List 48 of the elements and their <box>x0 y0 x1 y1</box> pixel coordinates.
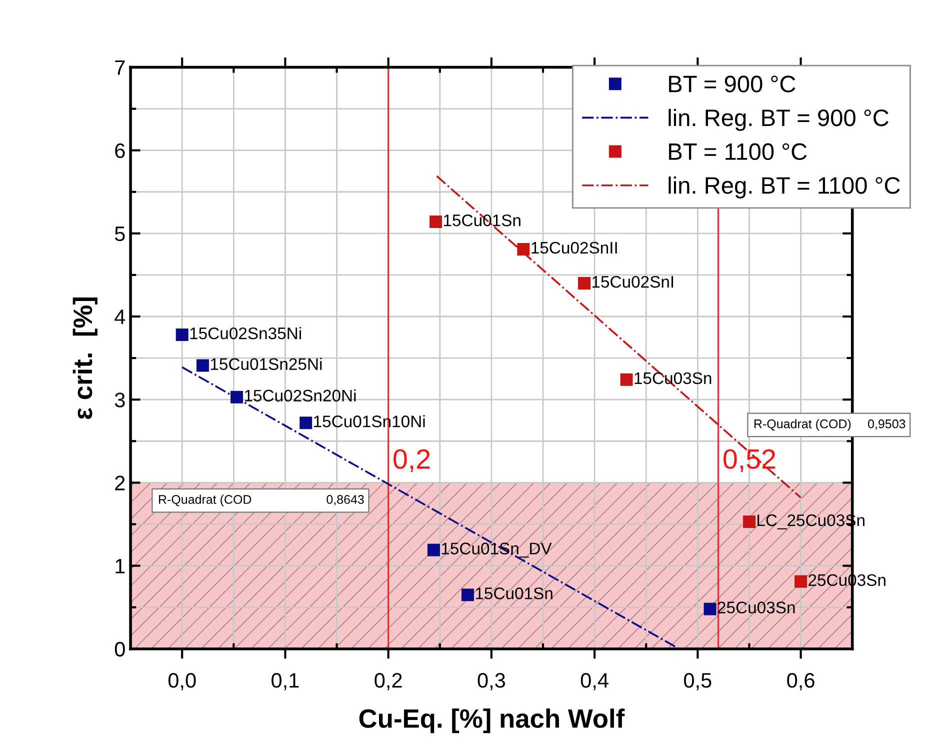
x-axis-title: Cu-Eq. [%] nach Wolf <box>359 708 625 734</box>
y-axis-title: ε crit. [%] <box>72 298 98 420</box>
annotation: 15Cu03Sn <box>634 372 712 384</box>
annotation: 15Cu02SnII <box>532 242 617 254</box>
annotation: 0,8643 <box>326 495 364 506</box>
y-tick-label: 6 <box>115 143 125 158</box>
legend-label: lin. Reg. BT = 900 °C <box>668 108 888 131</box>
point <box>196 359 209 372</box>
annotation: 15Cu01Sn25Ni <box>210 358 322 370</box>
annotation: R-Quadrat (COD) <box>754 419 851 431</box>
point <box>430 216 442 228</box>
y-tick-label: 1 <box>116 558 125 574</box>
annotation: 15Cu02Sn35Ni <box>190 327 301 340</box>
ref-line-label: 0,2 <box>394 449 430 472</box>
annotation: 15Cu01Sn <box>444 214 520 226</box>
x-tick-label: 0,0 <box>168 673 196 690</box>
legend-label: BT = 1100 °C <box>669 143 807 160</box>
point <box>578 277 590 290</box>
y-tick-label: 7 <box>115 60 125 75</box>
x-tick-label: 0,5 <box>684 673 712 690</box>
point <box>461 588 474 602</box>
x-tick-label: 0,6 <box>787 673 814 690</box>
annotation: R-Quadrat (COD <box>159 494 252 506</box>
y-tick-label: 5 <box>114 226 125 242</box>
x-tick-label: 0,2 <box>374 673 402 690</box>
point <box>230 390 244 404</box>
x-tick-label: 0,4 <box>580 673 608 690</box>
point <box>300 416 312 430</box>
y-tick-label: 2 <box>115 476 125 490</box>
legend-label: BT = 900 °C <box>669 76 796 92</box>
point <box>517 242 530 256</box>
annotation: 15Cu01Sn <box>476 588 552 600</box>
point <box>704 602 716 616</box>
y-tick-label: 3 <box>114 392 125 408</box>
point <box>427 544 440 556</box>
annotation: 15Cu02Sn20Ni <box>244 389 356 402</box>
x-tick-label: 0,3 <box>478 673 506 690</box>
x-tick-label: 0,1 <box>272 673 299 690</box>
annotation: 15Cu02SnI <box>592 276 674 288</box>
legend-label: lin. Reg. BT = 1100 °C <box>668 176 900 199</box>
point <box>176 328 188 342</box>
point <box>620 373 633 386</box>
y-tick-label: 0 <box>114 642 125 657</box>
point <box>794 575 808 588</box>
text: 0,9503 <box>868 419 906 430</box>
ref-line-label: 0,52 <box>724 449 776 472</box>
y-tick-label: 4 <box>114 310 126 324</box>
point <box>742 515 756 528</box>
